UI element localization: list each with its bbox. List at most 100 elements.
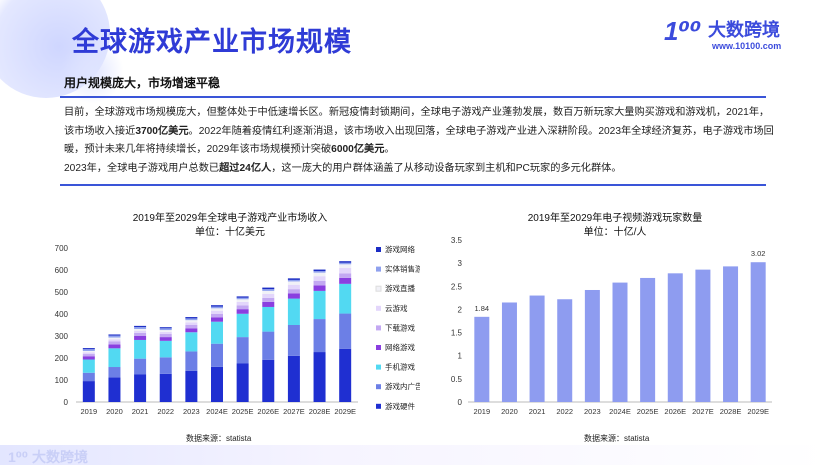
bar-segment [108, 341, 121, 345]
bar-segment [134, 374, 147, 402]
bar-segment [236, 313, 249, 338]
bar-segment [159, 331, 172, 335]
bar-segment [262, 331, 275, 360]
players-chart-title: 2019年至2029年电子视频游戏玩家数量 [527, 213, 703, 224]
bar-segment [108, 335, 121, 338]
para-text: 目前，全球游戏市场规模庞大，但整体处于中低速增长区。新冠疫情封锁期间，全球电子游… [64, 107, 770, 137]
bar-segment [236, 297, 249, 300]
x-tick-label: 2019 [473, 407, 490, 416]
bar-segment [339, 313, 352, 349]
players-chart: 0 0.5 1 1.5 2 2.5 3 3.5 2019 1.84 2020 2021 2022 2023… [451, 236, 772, 416]
bar-segment [134, 339, 147, 359]
bar-segment [134, 326, 147, 329]
para-highlight: 6000亿美元 [331, 144, 385, 155]
y-tick-label: 0 [64, 398, 69, 407]
players-chart-source: 数据来源：statista [584, 434, 650, 443]
bar-segment [185, 332, 198, 352]
bar [667, 273, 683, 402]
bar-segment [185, 325, 198, 329]
bar [584, 289, 600, 402]
y-tick-label: 0.5 [451, 375, 463, 384]
bar-segment [82, 372, 95, 382]
x-tick-label: 2028E [720, 407, 742, 416]
bar-segment [211, 310, 223, 314]
y-tick-label: 1 [458, 352, 463, 361]
bar-segment [211, 343, 223, 367]
para-text: ，这一庞大的用户群体涵盖了从移动设备玩家到主机和PC玩家的多元化群体。 [271, 162, 622, 174]
bar [501, 302, 517, 402]
x-tick-label: 2025E [232, 407, 254, 416]
bar-segment [134, 336, 147, 340]
bar-segment [134, 330, 147, 333]
revenue-chart-title: 2019年至2029年全球电子游戏产业市场收入 [132, 213, 328, 224]
y-tick-label: 3 [458, 259, 463, 268]
intro-paragraph: 目前，全球游戏市场规模庞大，但整体处于中低速增长区。新冠疫情封锁期间，全球电子游… [64, 104, 776, 178]
y-tick-label: 200 [55, 354, 69, 363]
bar [474, 316, 490, 402]
bar-segment [262, 289, 275, 291]
legend-label: 手机游戏 [385, 362, 415, 372]
bar-segment [82, 359, 95, 373]
bar-segment [185, 317, 198, 319]
revenue-chart: 0 100 200 300 400 500 600 700 2019 2020 2021 2022 20… [55, 244, 420, 416]
bar-segment [185, 351, 198, 371]
bar-segment [134, 358, 147, 375]
footer-logo-name: 大数跨境 [31, 449, 88, 465]
bar [750, 262, 766, 402]
bar-segment [159, 328, 172, 331]
bar-segment [211, 306, 223, 309]
brand-logo-name: 大数跨境 [708, 20, 780, 40]
x-tick-label: 2026E [257, 407, 279, 416]
y-tick-label: 500 [55, 288, 69, 297]
bar-segment [262, 306, 275, 332]
bar-segment [236, 299, 249, 302]
bar-segment [287, 278, 300, 280]
y-tick-label: 2 [458, 305, 463, 314]
bar-segment [82, 350, 95, 353]
legend-swatch [376, 266, 381, 272]
para-highlight: 3700亿美元 [135, 125, 189, 137]
legend-label: 游戏内广告 [385, 381, 420, 391]
divider-bottom [60, 184, 766, 186]
x-tick-label: 2024E [206, 407, 228, 416]
bar [557, 299, 573, 402]
footer-logo: 1⁰⁰ 大数跨境 [8, 447, 88, 467]
x-tick-label: 2025E [637, 407, 659, 416]
legend-label: 游戏硬件 [385, 401, 415, 411]
bar-segment [108, 337, 121, 340]
legend-swatch [376, 305, 381, 311]
bar-segment [236, 337, 249, 364]
bar-segment [339, 348, 352, 402]
brand-logo-url: www.10100.com [712, 41, 782, 51]
bar-segment [134, 325, 147, 327]
bar-segment [134, 328, 147, 331]
bar-segment [287, 325, 300, 356]
y-tick-label: 3.5 [451, 236, 463, 245]
bar-segment [313, 276, 326, 281]
x-tick-label: 2020 [501, 407, 518, 416]
legend-swatch [376, 403, 381, 409]
legend-swatch [376, 384, 381, 390]
y-tick-label: 1.5 [451, 329, 463, 338]
para-text: 2023年，全球电子游戏用户总数已 [64, 162, 220, 174]
bar-segment [262, 297, 275, 302]
bar-segment [313, 352, 326, 402]
legend-label: 云游戏 [385, 303, 408, 313]
bar-segment [339, 268, 352, 274]
bar-segment [211, 308, 223, 311]
bar-segment [82, 354, 95, 357]
bar-segment [211, 313, 223, 318]
bar-segment [313, 285, 326, 291]
y-tick-label: 600 [55, 266, 69, 275]
bar-segment [185, 370, 198, 402]
section-subtitle: 用户规模庞大，市场增速平稳 [64, 76, 221, 90]
bar-segment [262, 359, 275, 402]
bar-segment [339, 261, 352, 263]
brand-logo-mark: 1⁰⁰ [664, 16, 702, 46]
bar-segment [287, 355, 300, 402]
divider-top [60, 96, 766, 98]
x-tick-label: 2021 [132, 407, 149, 416]
x-tick-label: 2029E [334, 407, 356, 416]
brand-logo: 1⁰⁰ 大数跨境 www.10100.com [664, 16, 804, 60]
para-text: 。2022年随着疫情红利逐渐消退，该市场收入出现回落，全球电子游戏产业进入深耕阶… [64, 125, 774, 156]
